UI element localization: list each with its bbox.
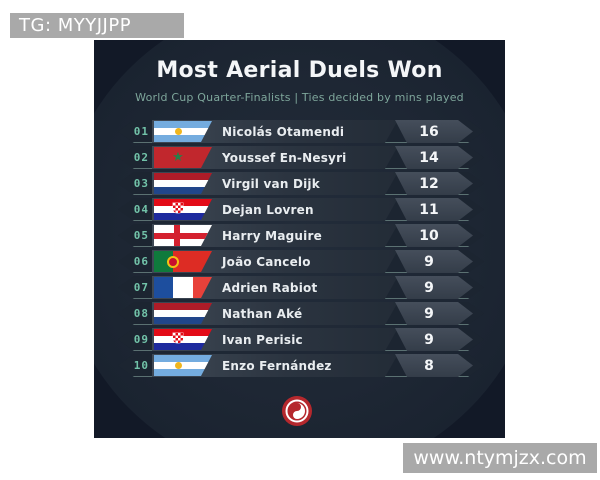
- player-name: Virgil van Dijk: [222, 176, 320, 191]
- player-name: Nicolás Otamendi: [222, 124, 345, 139]
- value-badge: 9: [395, 250, 473, 273]
- player-name: Enzo Fernández: [222, 358, 332, 373]
- row-strip-background: [152, 354, 398, 377]
- row-strip-background: [152, 250, 398, 273]
- watermark-url: www.ntymjzx.com: [403, 443, 597, 473]
- leaderboard-row: 04 Dejan Lovren 11: [118, 198, 484, 221]
- chart-subtitle: World Cup Quarter-Finalists | Ties decid…: [135, 91, 464, 104]
- value-badge: 9: [395, 276, 473, 299]
- publisher-swirl-logo-icon: [282, 396, 312, 426]
- leaderboard-row: 02 Youssef En-Nesyri 14: [118, 146, 484, 169]
- france-flag-icon: [154, 277, 212, 298]
- rank-label: 08: [133, 307, 149, 320]
- player-name: Ivan Perisic: [222, 332, 303, 347]
- leaderboard-row: 10 Enzo Fernández 8: [118, 354, 484, 377]
- leaderboard-row: 09 Ivan Perisic 9: [118, 328, 484, 351]
- morocco-flag-icon: [154, 147, 212, 168]
- leaderboard: 01 Nicolás Otamendi 16 02 Youssef En-Nes…: [118, 120, 484, 380]
- player-name: Youssef En-Nesyri: [222, 150, 347, 165]
- rank-label: 04: [133, 203, 149, 216]
- player-name: Nathan Aké: [222, 306, 303, 321]
- rank-label: 06: [133, 255, 149, 268]
- rank-label: 01: [133, 125, 149, 138]
- value-badge: 12: [395, 172, 473, 195]
- rank-label: 10: [133, 359, 149, 372]
- croatia-flag-icon: [154, 329, 212, 350]
- row-strip-background: [152, 120, 398, 143]
- player-name: João Cancelo: [222, 254, 311, 269]
- netherlands-flag-icon: [154, 173, 212, 194]
- england-flag-icon: [154, 225, 212, 246]
- chart-title: Most Aerial Duels Won: [156, 58, 443, 83]
- netherlands-flag-icon: [154, 303, 212, 324]
- value-badge: 9: [395, 328, 473, 351]
- value-badge: 11: [395, 198, 473, 221]
- row-strip-background: [152, 328, 398, 351]
- value-badge: 8: [395, 354, 473, 377]
- rank-label: 09: [133, 333, 149, 346]
- croatia-flag-icon: [154, 199, 212, 220]
- argentina-flag-icon: [154, 355, 212, 376]
- row-strip-background: [152, 146, 398, 169]
- row-strip-background: [152, 198, 398, 221]
- value-badge: 10: [395, 224, 473, 247]
- argentina-flag-icon: [154, 121, 212, 142]
- stats-card: Most Aerial Duels Won World Cup Quarter-…: [94, 40, 505, 438]
- leaderboard-row: 08 Nathan Aké 9: [118, 302, 484, 325]
- leaderboard-row: 03 Virgil van Dijk 12: [118, 172, 484, 195]
- player-name: Harry Maguire: [222, 228, 322, 243]
- player-name: Dejan Lovren: [222, 202, 314, 217]
- row-strip-background: [152, 224, 398, 247]
- player-name: Adrien Rabiot: [222, 280, 318, 295]
- value-badge: 9: [395, 302, 473, 325]
- leaderboard-row: 06 João Cancelo 9: [118, 250, 484, 273]
- portugal-flag-icon: [154, 251, 212, 272]
- rank-label: 03: [133, 177, 149, 190]
- row-strip-background: [152, 172, 398, 195]
- tg-channel-label: TG: MYYJJPP: [10, 13, 184, 38]
- leaderboard-row: 05 Harry Maguire 10: [118, 224, 484, 247]
- leaderboard-row: 01 Nicolás Otamendi 16: [118, 120, 484, 143]
- rank-label: 02: [133, 151, 149, 164]
- rank-label: 05: [133, 229, 149, 242]
- leaderboard-row: 07 Adrien Rabiot 9: [118, 276, 484, 299]
- row-strip-background: [152, 276, 398, 299]
- rank-label: 07: [133, 281, 149, 294]
- value-badge: 14: [395, 146, 473, 169]
- value-badge: 16: [395, 120, 473, 143]
- row-strip-background: [152, 302, 398, 325]
